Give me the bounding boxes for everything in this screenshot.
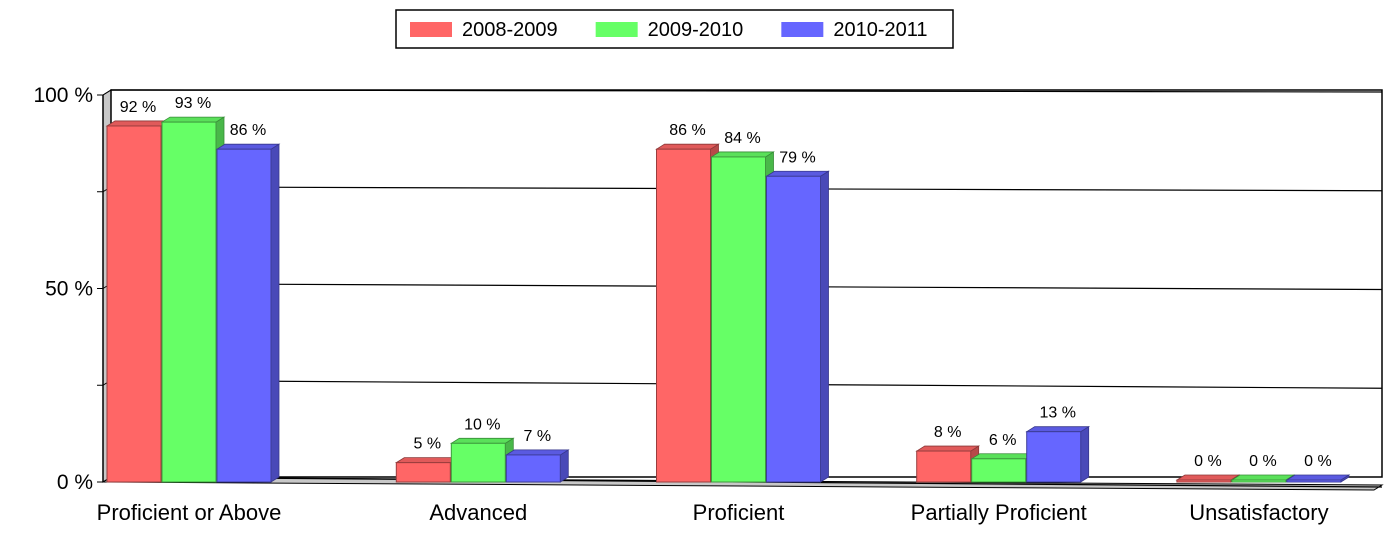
data-label: 6 % (989, 432, 1017, 449)
x-tick-label: Partially Proficient (911, 500, 1087, 525)
gridline-depth (102, 89, 112, 96)
bar-top (1285, 474, 1351, 481)
data-label: 0 % (1249, 453, 1277, 470)
legend-swatch (595, 22, 638, 37)
bar-top (105, 120, 171, 127)
bar-top (1175, 474, 1241, 481)
legend-swatch (410, 22, 452, 37)
data-label: 93 % (175, 95, 211, 112)
bar (1286, 479, 1342, 483)
bar (161, 121, 217, 483)
bar (505, 454, 561, 483)
bar-side (270, 143, 280, 483)
data-label: 0 % (1194, 453, 1222, 470)
bar (916, 450, 972, 483)
legend: 2008-2009 2009-2010 2010-2011 (395, 9, 954, 49)
data-label: 79 % (779, 149, 815, 166)
bar-top (215, 143, 281, 150)
bar (766, 175, 821, 483)
y-tick-label: 50 % (45, 278, 93, 301)
bar-top (710, 151, 775, 158)
bar-top (504, 449, 570, 456)
bar (216, 148, 272, 483)
gridline (110, 89, 1383, 93)
bars (105, 116, 1351, 483)
data-label: 7 % (524, 428, 552, 445)
bar (656, 148, 711, 483)
y-tick-label: 0 % (57, 471, 93, 494)
data-label: 0 % (1304, 453, 1332, 470)
data-label: 86 % (669, 122, 705, 139)
data-label: 92 % (120, 99, 156, 116)
bar-top (765, 170, 830, 177)
bar (1176, 479, 1232, 483)
bar-top (394, 457, 460, 464)
x-tick-label: Proficient (693, 500, 785, 525)
bar-side (1080, 425, 1090, 483)
bar-top (160, 116, 226, 123)
legend-box (395, 9, 954, 49)
data-label: 5 % (414, 436, 442, 453)
bar (450, 442, 506, 483)
data-label: 84 % (724, 130, 760, 147)
x-tick-label: Proficient or Above (97, 500, 282, 525)
bar-side (820, 170, 829, 483)
x-tick-label: Unsatisfactory (1189, 500, 1328, 525)
axes: 0 % 50 % 100 % Proficient or Above Advanced P… (33, 84, 1328, 525)
bar-top (655, 143, 720, 150)
legend-label: 2009-2010 (648, 19, 744, 41)
bar (395, 462, 451, 483)
data-label: 10 % (464, 416, 500, 433)
bar-top (915, 445, 981, 452)
data-label: 86 % (230, 122, 266, 139)
bar-top (1230, 474, 1296, 481)
bar-top (449, 437, 515, 444)
legend-label: 2008-2009 (462, 19, 558, 41)
bar (971, 458, 1027, 483)
bar (711, 156, 766, 483)
bar (1231, 479, 1287, 483)
legend-swatch (781, 22, 824, 37)
bar-top (970, 453, 1036, 460)
y-tick-label: 100 % (33, 84, 93, 107)
x-tick-label: Advanced (429, 500, 527, 525)
data-label: 13 % (1039, 405, 1075, 422)
bar (106, 125, 162, 483)
bar (1026, 431, 1082, 483)
bar-top (1025, 426, 1091, 433)
data-label: 8 % (934, 424, 962, 441)
data-labels: 92 % 93 % 86 % 5 % 10 % 7 % 86 % 84 % 79 % 8 % 6 %… (120, 95, 1332, 470)
legend-label: 2010-2011 (833, 19, 927, 41)
bar-side (559, 449, 569, 483)
